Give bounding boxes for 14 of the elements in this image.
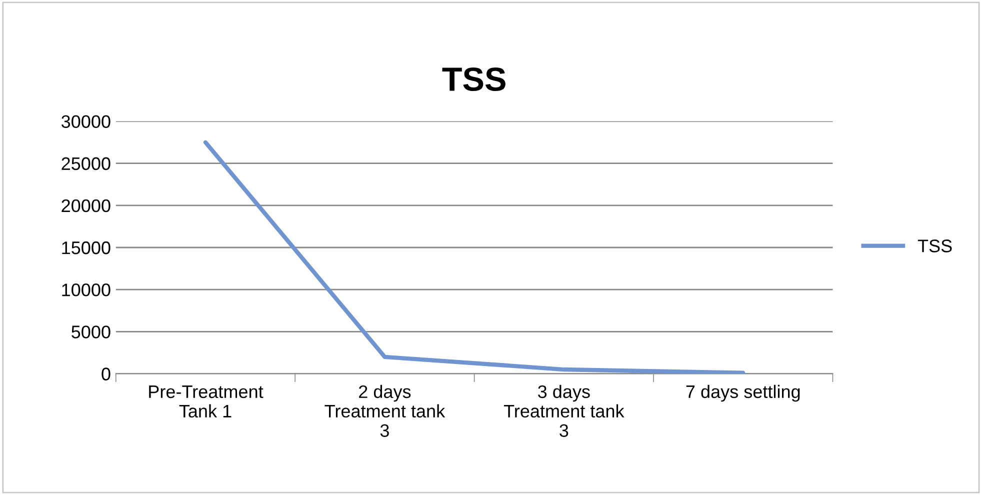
x-tick-label: 2 days Treatment tank 3 xyxy=(324,384,446,437)
legend-label: TSS xyxy=(918,240,952,252)
y-tick-label: 30000 xyxy=(62,115,110,128)
y-tick-label: 0 xyxy=(102,368,110,380)
y-tick-label: 20000 xyxy=(62,199,110,212)
y-tick-label: 5000 xyxy=(72,326,110,338)
line-series xyxy=(203,140,746,374)
x-tick-label: 3 days Treatment tank 3 xyxy=(504,384,624,437)
chart-title: TSS xyxy=(442,67,506,92)
y-tick-label: 25000 xyxy=(62,157,110,170)
x-tick-label: Pre-Treatment Tank 1 xyxy=(149,386,264,418)
y-tick-label: 15000 xyxy=(62,241,110,254)
x-tick-label: 7 days settling xyxy=(686,384,800,402)
y-tick-label: 10000 xyxy=(62,284,110,296)
